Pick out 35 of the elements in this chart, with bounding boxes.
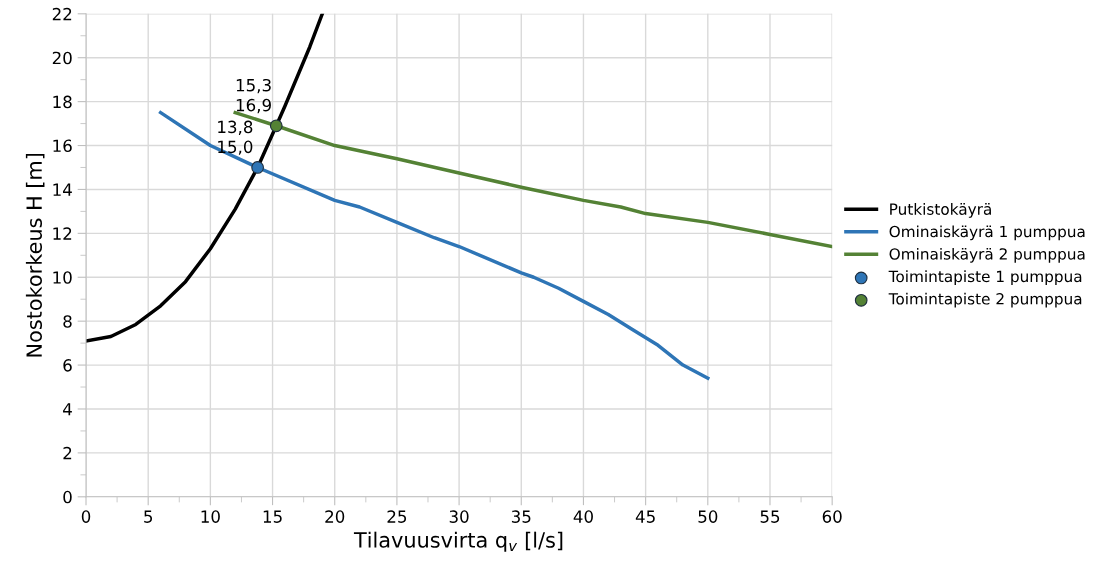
legend-label: Putkistokäyrä [890, 203, 991, 218]
legend-label: Toimintapiste 1 pumppua [888, 270, 1082, 286]
x-tick-label: 40 [573, 510, 593, 523]
y-tick-label: 2 [63, 446, 72, 460]
legend-label: Ominaiskäyrä 1 pumppua [889, 225, 1085, 241]
y-axis-title: Nostokorkeus H [m] [25, 153, 45, 357]
y-tick-label: 6 [63, 359, 72, 372]
y-tick-label: 14 [53, 183, 72, 196]
x-tick-label: 15 [263, 510, 282, 523]
y-tick-label: 0 [63, 490, 72, 504]
y-tick-label: 18 [53, 95, 72, 109]
line-series [86, 13, 325, 343]
y-tick-label: 10 [53, 271, 72, 284]
legend-label: Toimintapiste 2 pumppua [888, 292, 1082, 308]
y-tick-label: 22 [52, 7, 72, 21]
x-tick-label: 50 [698, 510, 718, 523]
y-tick-label: 16 [53, 139, 72, 153]
legend-label: Ominaiskäyrä 2 pumppua [889, 247, 1085, 263]
y-tick-label: 12 [53, 227, 72, 240]
y-tick-label: 4 [63, 403, 72, 416]
x-axis-title: Tilavuusvirta q$_{v}$ [l/s] [353, 531, 563, 552]
x-tick-label: 20 [325, 510, 345, 523]
x-tick-label: 30 [449, 510, 469, 523]
y-tick-label: 8 [63, 315, 72, 328]
x-tick-label: 35 [511, 510, 531, 523]
x-tick-label: 60 [822, 510, 842, 523]
x-tick-label: 10 [201, 510, 220, 523]
data-label: 13,8 15,0 [218, 120, 253, 155]
y-tick-label: 20 [52, 51, 72, 65]
data-label: 15,3 16,9 [236, 78, 271, 114]
x-tick-label: 45 [635, 510, 655, 523]
x-tick-label: 55 [760, 510, 780, 523]
x-tick-label: 5 [144, 510, 153, 523]
x-tick-label: 0 [81, 510, 91, 523]
x-tick-label: 25 [387, 510, 407, 523]
